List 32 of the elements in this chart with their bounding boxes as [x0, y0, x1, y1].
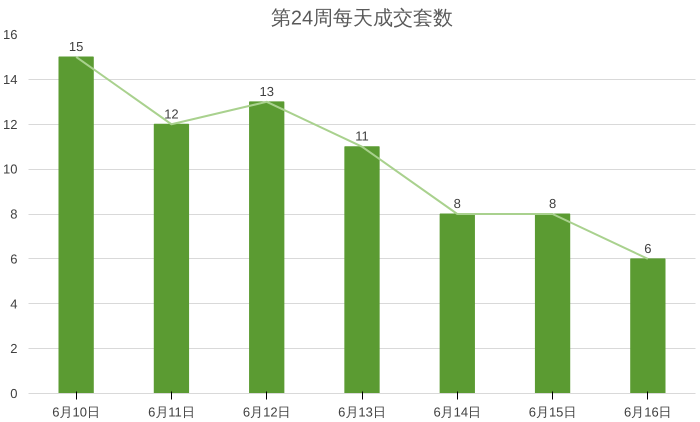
data-label: 8 — [548, 196, 556, 211]
x-tick-label: 6月11日 — [148, 404, 195, 420]
y-tick-label: 14 — [3, 72, 18, 87]
y-tick-label: 16 — [3, 27, 18, 42]
y-tick-label: 4 — [10, 296, 18, 312]
y-tick-label: 12 — [3, 116, 18, 132]
x-tick-label: 6月15日 — [528, 404, 576, 420]
bar — [344, 146, 380, 394]
data-label: 12 — [164, 106, 179, 122]
line-series — [75, 56, 649, 260]
x-tick-label: 6月10日 — [52, 404, 100, 420]
x-tick-label: 6月12日 — [242, 404, 291, 420]
y-tick-label: 8 — [10, 206, 18, 222]
y-tick-label: 2 — [10, 341, 18, 356]
x-tick-label: 6月13日 — [338, 404, 386, 420]
bar — [440, 214, 475, 394]
bar — [154, 124, 190, 394]
bar — [249, 101, 284, 394]
bar — [58, 56, 94, 394]
y-tick-label: 0 — [10, 386, 18, 401]
bar — [630, 258, 666, 394]
data-label: 8 — [454, 196, 461, 211]
chart-title: 第24周每天成交套数 — [270, 8, 454, 30]
y-tick-label: 10 — [3, 162, 18, 177]
data-label: 15 — [68, 38, 84, 54]
data-label: 13 — [259, 84, 274, 99]
data-label: 11 — [355, 128, 369, 144]
data-label: 6 — [644, 240, 652, 256]
x-tick-label: 6月16日 — [624, 404, 672, 420]
bar — [534, 214, 570, 394]
y-tick-label: 6 — [10, 251, 18, 266]
x-tick-label: 6月14日 — [433, 404, 482, 420]
